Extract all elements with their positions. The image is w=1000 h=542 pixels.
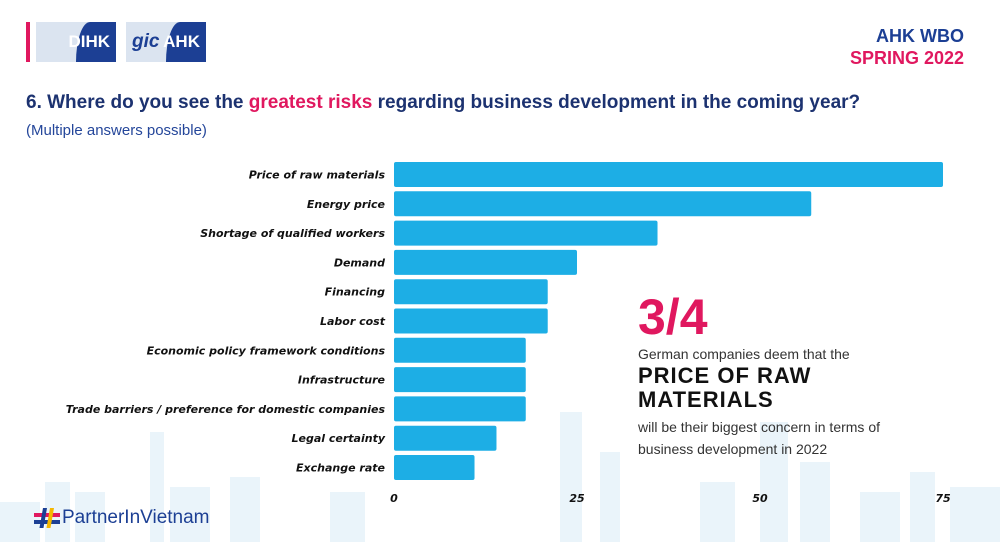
key-finding-callout: 3/4 German companies deem that the PRICE…: [638, 292, 938, 460]
accent-bar: [26, 22, 30, 62]
category-label: Economic policy framework conditions: [147, 344, 386, 357]
callout-emphasis: PRICE OF RAW MATERIALS: [638, 363, 812, 412]
category-label: Infrastructure: [298, 374, 386, 387]
gic-ahk-logo: gic AHK: [126, 22, 206, 62]
category-label: Energy price: [307, 198, 386, 211]
survey-label: AHK WBO SPRING 2022: [850, 25, 964, 69]
bar-labor-cost: [394, 308, 548, 334]
callout-fraction: 3/4: [638, 289, 708, 345]
city-skyline-background: [0, 412, 1000, 542]
survey-edition: SPRING 2022: [849, 48, 964, 68]
header-logos: DIHK gic AHK: [26, 22, 216, 62]
category-label: Demand: [334, 256, 385, 269]
category-label: Price of raw materials: [249, 169, 386, 182]
bar-shortage-of-qualified-workers: [394, 220, 658, 246]
category-label: Trade barriers / preference for domestic…: [66, 403, 386, 416]
callout-line1: German companies deem that the: [638, 346, 850, 362]
x-tick-label: 0: [390, 492, 398, 505]
dihk-logo: DIHK: [36, 22, 116, 62]
partner-in-vietnam-logo: PartnerInVietnam: [34, 507, 210, 529]
x-tick-label: 50: [752, 492, 768, 505]
survey-name: AHK WBO: [876, 26, 964, 46]
bar-economic-policy-framework-conditions: [394, 337, 526, 363]
question-note: (Multiple answers possible): [26, 122, 207, 139]
bar-financing: [394, 279, 548, 305]
question-highlight: greatest risks: [248, 92, 373, 113]
category-label: Labor cost: [320, 315, 386, 328]
bar-demand: [394, 249, 577, 275]
question-title: 6. Where do you see the greatest risks r…: [26, 92, 861, 113]
category-label: Shortage of qualified workers: [200, 227, 385, 240]
bar-exchange-rate: [394, 455, 475, 480]
category-label: Exchange rate: [296, 462, 385, 475]
bar-price-of-raw-materials: [394, 162, 943, 187]
x-tick-label: 75: [935, 492, 951, 505]
category-label: Financing: [325, 286, 385, 299]
category-label: Legal certainty: [292, 432, 386, 445]
footer-brand: PartnerInVietnam: [62, 507, 210, 528]
bar-legal-certainty: [394, 425, 497, 451]
bar-infrastructure: [394, 367, 526, 393]
bar-energy-price: [394, 191, 812, 217]
bar-trade-barriers-preference-for-domestic-companies: [394, 396, 526, 422]
hashtag-flag-icon: [34, 508, 60, 528]
x-tick-label: 25: [569, 492, 585, 505]
callout-line2: will be their biggest concern in terms o…: [638, 419, 880, 457]
